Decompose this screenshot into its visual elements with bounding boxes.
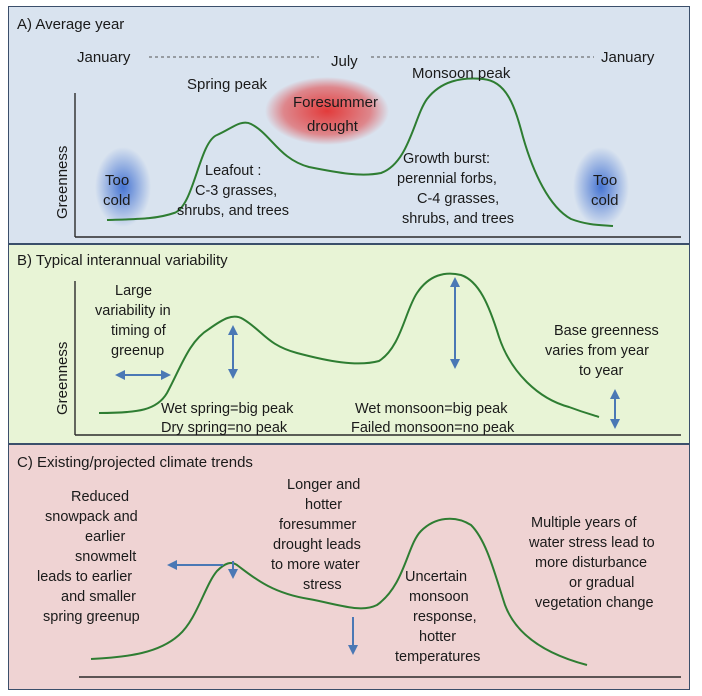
leafout-line-1: Leafout : [205, 163, 261, 179]
multiyear-line-4: or gradual [569, 575, 634, 591]
foresummer-line-3: foresummer [279, 517, 357, 533]
snowpack-line-5: leads to earlier [37, 569, 132, 585]
greenness-curve-variability [98, 272, 600, 418]
foresummer-line-1: Longer and [287, 477, 360, 493]
base-line-1: Base greenness [554, 323, 659, 339]
panel-average-year: A) Average year January July January Gre… [8, 6, 690, 244]
base-line-2: varies from year [545, 343, 649, 359]
foresummer-line-4: drought leads [273, 537, 361, 553]
greenness-curve-average [106, 77, 614, 227]
base-line-3: to year [579, 363, 623, 379]
panel-interannual-variability: B) Typical interannual variability Green… [8, 244, 690, 444]
foresummer-line-5: to more water [271, 557, 360, 573]
monsoon-line-1: Uncertain [405, 569, 467, 585]
monsoon-line-5: temperatures [395, 649, 480, 665]
timing-line-3: timing of [111, 323, 167, 339]
leafout-line-3: shrubs, and trees [177, 203, 289, 219]
growth-burst-line-4: shrubs, and trees [402, 211, 514, 227]
spring-line-2: Dry spring=no peak [161, 420, 288, 436]
cold-glow-left [95, 147, 151, 227]
snowpack-line-7: spring greenup [43, 609, 140, 625]
y-axis-label: Greenness [54, 146, 71, 219]
leafout-line-2: C-3 grasses, [195, 183, 277, 199]
too-cold-right-1: Too [593, 172, 617, 189]
panel-b-diagram: B) Typical interannual variability Green… [17, 252, 681, 436]
too-cold-left-1: Too [105, 172, 129, 189]
growth-burst-line-2: perennial forbs, [397, 171, 497, 187]
foresummer-line-6: stress [303, 577, 342, 593]
snowpack-line-1: Reduced [71, 489, 129, 505]
monsoon-line-3: response, [413, 609, 477, 625]
cold-glow-right [573, 147, 629, 227]
multiyear-line-5: vegetation change [535, 595, 654, 611]
monsoon-line-4: hotter [419, 629, 456, 645]
growth-burst-line-3: C-4 grasses, [417, 191, 499, 207]
timing-line-2: variability in [95, 303, 171, 319]
panel-climate-trends: C) Existing/projected climate trends Red… [8, 444, 690, 690]
drought-glow [265, 77, 389, 145]
y-axis-label: Greenness [54, 342, 71, 415]
too-cold-left-2: cold [103, 192, 131, 209]
monsoon-line-2: Failed monsoon=no peak [351, 420, 515, 436]
multiyear-line-2: water stress lead to [528, 535, 655, 551]
snowpack-line-4: snowmelt [75, 549, 136, 565]
multiyear-line-1: Multiple years of [531, 515, 638, 531]
timing-line-4: greenup [111, 343, 164, 359]
month-july: July [331, 53, 358, 70]
spring-line-1: Wet spring=big peak [161, 401, 294, 417]
foresummer-line-2: hotter [305, 497, 342, 513]
panel-b-title: B) Typical interannual variability [17, 252, 228, 269]
growth-burst-line-1: Growth burst: [403, 151, 490, 167]
snowpack-line-6: and smaller [61, 589, 136, 605]
monsoon-line-1: Wet monsoon=big peak [355, 401, 508, 417]
spring-peak-label: Spring peak [187, 76, 268, 93]
greenness-curve-trends [90, 517, 588, 666]
timing-line-1: Large [115, 283, 152, 299]
panel-c-diagram: C) Existing/projected climate trends Red… [17, 454, 681, 678]
foresummer-line-2: drought [307, 118, 359, 135]
multiyear-line-3: more disturbance [535, 555, 647, 571]
monsoon-peak-label: Monsoon peak [412, 65, 511, 82]
panel-a-title: A) Average year [17, 16, 124, 33]
snowpack-line-2: snowpack and [45, 509, 138, 525]
panel-c-title: C) Existing/projected climate trends [17, 454, 253, 471]
panel-a-diagram: A) Average year January July January Gre… [17, 16, 681, 238]
snowpack-line-3: earlier [85, 529, 125, 545]
month-january-start: January [77, 49, 131, 66]
foresummer-line-1: Foresummer [293, 94, 378, 111]
month-january-end: January [601, 49, 655, 66]
too-cold-right-2: cold [591, 192, 619, 209]
monsoon-line-2: monsoon [409, 589, 469, 605]
